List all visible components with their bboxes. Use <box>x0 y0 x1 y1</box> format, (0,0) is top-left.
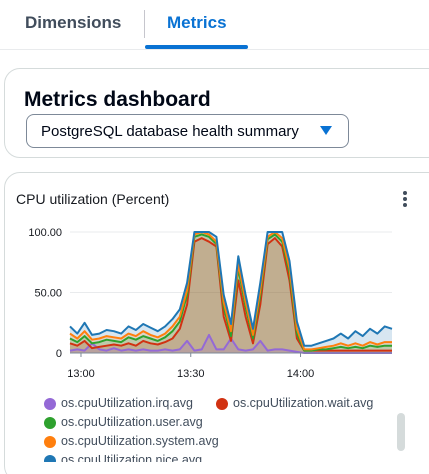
legend-swatch <box>44 417 56 429</box>
more-vertical-icon[interactable] <box>398 189 412 209</box>
cpu-utilization-widget <box>4 172 429 474</box>
legend-scrollbar[interactable] <box>397 413 405 451</box>
legend-label: os.cpuUtilization.user.avg <box>61 415 203 429</box>
tab-bar: Dimensions Metrics <box>0 0 429 50</box>
active-tab-indicator <box>145 45 248 49</box>
x-tick-label: 13:00 <box>67 368 95 380</box>
tab-metrics[interactable]: Metrics <box>167 13 227 32</box>
series-line <box>69 231 392 351</box>
cpu-utilization-chart: 0 50.00 100.00 13:00 13:30 14:00 <box>28 227 393 380</box>
dashboard-select-value: PostgreSQL database health summary <box>41 123 299 140</box>
dashboard-select[interactable]: PostgreSQL database health summary <box>26 114 349 148</box>
chart-legend: os.cpuUtilization.irq.avg os.cpuUtilizat… <box>44 396 394 462</box>
legend-label: os.cpuUtilization.wait.avg <box>233 396 374 410</box>
legend-swatch <box>216 398 228 410</box>
y-tick-label: 50.00 <box>34 288 62 300</box>
legend-swatch <box>44 398 56 410</box>
series-area <box>70 334 392 353</box>
legend-label: os.cpuUtilization.irq.avg <box>61 396 194 410</box>
y-tick-label: 100.00 <box>28 227 62 239</box>
x-tick-label: 14:00 <box>287 368 315 380</box>
legend-label: os.cpuUtilization.nice.avg <box>61 453 203 462</box>
legend-swatch <box>44 436 56 448</box>
tab-dimensions[interactable]: Dimensions <box>25 13 122 32</box>
caret-down-icon <box>320 126 332 135</box>
page-title: Metrics dashboard <box>24 88 211 111</box>
legend-swatch <box>44 455 56 462</box>
widget-title: CPU utilization (Percent) <box>16 191 170 207</box>
series-line <box>69 237 392 352</box>
tab-divider <box>144 10 145 38</box>
series-line <box>69 233 392 352</box>
x-tick-label: 13:30 <box>177 368 205 380</box>
legend-label: os.cpuUtilization.system.avg <box>61 434 219 448</box>
series-line <box>69 231 393 347</box>
y-tick-label: 0 <box>56 348 62 360</box>
